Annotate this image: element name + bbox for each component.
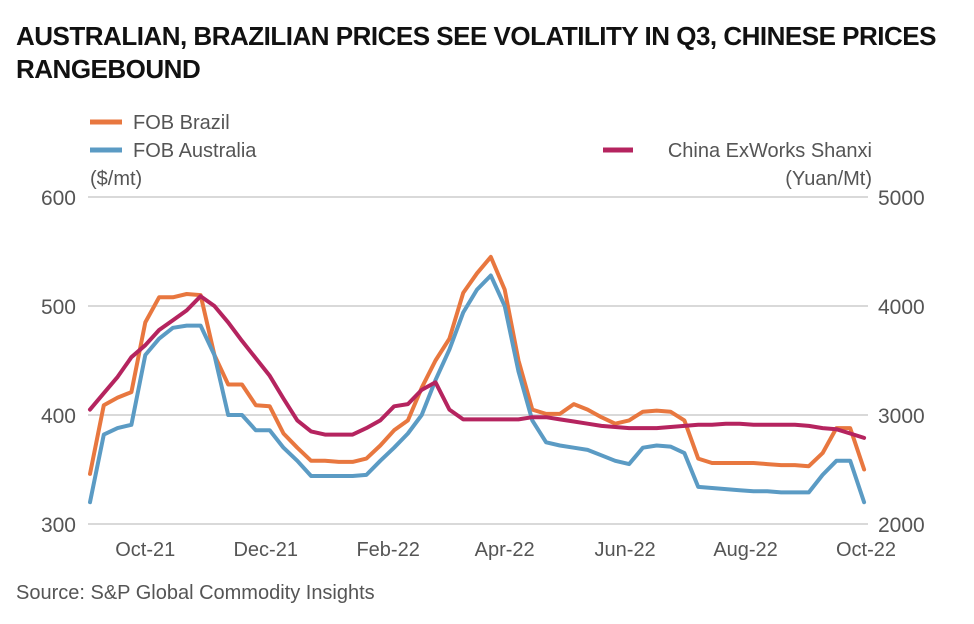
right-axis-unit: (Yuan/Mt) — [785, 168, 872, 190]
right-tick-label: 3000 — [878, 405, 925, 428]
left-tick-label: 500 — [41, 296, 76, 319]
legend-label-fob-australia: FOB Australia — [133, 140, 257, 162]
gridlines — [88, 196, 868, 525]
x-tick-label: Aug-22 — [713, 539, 778, 561]
right-tick-label: 4000 — [878, 296, 925, 319]
right-tick-label: 2000 — [878, 514, 925, 537]
chart-title: AUSTRALIAN, BRAZILIAN PRICES SEE VOLATIL… — [16, 21, 936, 84]
series-line-fob-brazil — [88, 254, 867, 476]
x-tick-label: Feb-22 — [356, 539, 419, 561]
right-axis-ticks: 5000 4000 3000 2000 — [878, 187, 925, 537]
right-tick-label: 5000 — [878, 187, 925, 210]
x-tick-label: Dec-21 — [233, 539, 297, 561]
left-tick-label: 400 — [41, 405, 76, 428]
left-axis-unit: ($/mt) — [90, 168, 142, 190]
legend-label-fob-brazil: FOB Brazil — [133, 112, 230, 134]
left-tick-label: 300 — [41, 514, 76, 537]
left-axis-ticks: 600 500 400 300 — [41, 187, 76, 537]
left-tick-label: 600 — [41, 187, 76, 210]
series-line-china-exworks-shanxi — [88, 294, 867, 440]
legend-label-china-exworks: China ExWorks Shanxi — [668, 140, 872, 162]
series-lines — [88, 254, 867, 505]
x-axis-ticks: Oct-21 Dec-21 Feb-22 Apr-22 Jun-22 Aug-22 Oct-… — [115, 539, 896, 561]
x-tick-label: Jun-22 — [595, 539, 656, 561]
x-tick-label: Oct-21 — [115, 539, 175, 561]
x-tick-label: Apr-22 — [475, 539, 535, 561]
source-note: Source: S&P Global Commodity Insights — [16, 582, 375, 604]
x-tick-label: Oct-22 — [836, 539, 896, 561]
series-line-fob-australia — [88, 273, 867, 505]
